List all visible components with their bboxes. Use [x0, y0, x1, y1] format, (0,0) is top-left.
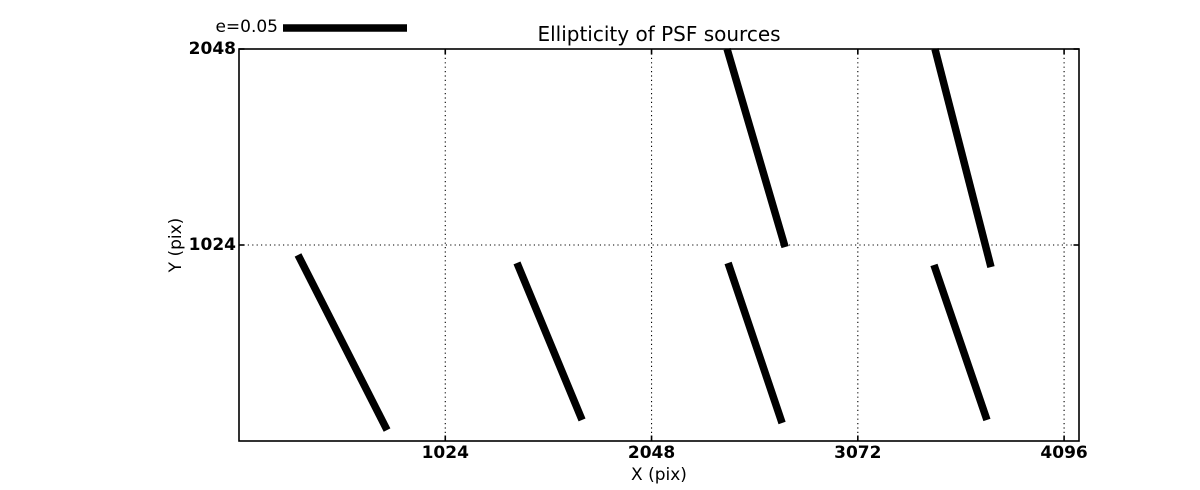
x-axis-label: X (pix)	[631, 465, 687, 485]
x-tick-label: 1024	[421, 443, 469, 463]
whisker-segment	[513, 261, 586, 422]
y-tick-label: 1024	[188, 235, 236, 255]
whisker-segment	[931, 48, 995, 268]
y-tick-label: 2048	[188, 39, 236, 59]
whisker-segment	[723, 47, 789, 249]
x-tick-label: 3072	[834, 443, 882, 463]
x-tick-label: 2048	[627, 443, 676, 463]
whisker-segment	[294, 253, 391, 432]
whisker-segment	[724, 261, 786, 425]
chart-title: Ellipticity of PSF sources	[537, 22, 781, 46]
x-tick-label: 4096	[1040, 443, 1088, 463]
whisker-segment	[930, 263, 991, 422]
legend-label: e=0.05	[215, 17, 278, 37]
